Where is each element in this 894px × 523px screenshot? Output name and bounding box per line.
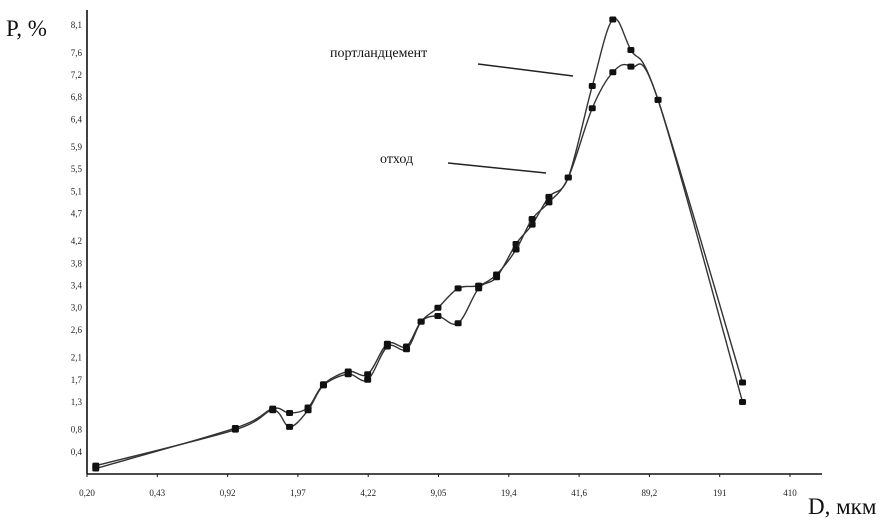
series-2-point xyxy=(319,382,327,389)
y-tick-label: 0,4 xyxy=(71,447,83,457)
y-tick-label: 3,4 xyxy=(71,281,83,291)
series-1-point xyxy=(434,313,442,320)
series-2-point xyxy=(344,371,352,378)
series-2-point xyxy=(454,285,462,292)
series-1-point xyxy=(545,193,553,200)
series-2-point xyxy=(739,398,747,405)
y-tick-label: 3,0 xyxy=(71,303,83,313)
x-tick-label: 41,6 xyxy=(571,488,587,498)
series-2-point xyxy=(564,174,572,181)
x-tick-label: 19,4 xyxy=(501,488,517,498)
y-tick-label: 7,6 xyxy=(71,48,83,58)
y-tick-label: 6,8 xyxy=(71,92,83,102)
series-2-point xyxy=(512,246,520,253)
series-2-point xyxy=(588,105,596,112)
series-2-point xyxy=(528,216,536,223)
series-2-point xyxy=(609,69,617,76)
series-2-point xyxy=(383,343,391,350)
y-tick-label: 2,1 xyxy=(71,353,82,363)
y-tick-label: 0,8 xyxy=(71,425,83,435)
series-1-point xyxy=(454,320,462,327)
series-2-point xyxy=(654,96,662,103)
series-1-point xyxy=(286,410,294,417)
y-tick-label: 5,1 xyxy=(71,186,82,196)
y-tick-label: 5,9 xyxy=(71,142,83,152)
x-axis-title: D, мкм xyxy=(808,494,877,519)
y-tick-label: 8,1 xyxy=(71,20,82,30)
y-tick-label: 2,6 xyxy=(71,325,83,335)
annotation-leader-portlandcement xyxy=(477,63,574,77)
x-tick-label: 0,20 xyxy=(79,488,95,498)
y-tick-label: 1,7 xyxy=(71,375,83,385)
x-tick-label: 0,43 xyxy=(149,488,165,498)
y-tick-label: 4,7 xyxy=(71,209,83,219)
series-line-2 xyxy=(95,63,744,467)
y-tick-label: 7,2 xyxy=(71,70,82,80)
annotations: портландцемент отход xyxy=(330,46,574,174)
x-tick-labels: 0,20 0,43 0,92 1,97 4,22 9,05 19,4 41,6 89,2 191 4… xyxy=(79,474,797,498)
series-line-1 xyxy=(95,17,744,470)
series-2-point xyxy=(364,376,372,383)
annotation-waste: отход xyxy=(380,152,413,167)
y-tick-label: 1,3 xyxy=(71,397,83,407)
y-tick-label: 4,2 xyxy=(71,236,82,246)
x-tick-label: 191 xyxy=(713,488,727,498)
series-2-point xyxy=(475,282,483,289)
axes xyxy=(86,10,822,475)
x-tick-label: 9,05 xyxy=(431,488,447,498)
series-2-point xyxy=(403,346,411,353)
series-1-point xyxy=(627,47,635,54)
x-tick-label: 0,92 xyxy=(220,488,236,498)
y-tick-label: 6,4 xyxy=(71,114,83,124)
series-2-point xyxy=(92,462,100,469)
x-tick-label: 4,22 xyxy=(360,488,376,498)
series-1-point xyxy=(739,379,747,386)
annotation-portlandcement: портландцемент xyxy=(330,46,427,61)
series-2-point xyxy=(545,199,553,206)
x-tick-label: 410 xyxy=(783,488,797,498)
series-layer xyxy=(92,16,747,472)
series-2-point xyxy=(304,407,312,414)
series-2-point xyxy=(417,318,425,325)
series-2-point xyxy=(493,271,501,278)
series-2-point xyxy=(286,423,294,430)
y-axis-title: P, % xyxy=(6,16,47,41)
x-tick-label: 1,97 xyxy=(290,488,306,498)
series-1-point xyxy=(364,371,372,378)
series-1-point xyxy=(588,83,596,90)
series-2-point xyxy=(434,304,442,311)
y-tick-label: 3,8 xyxy=(71,258,83,268)
x-tick-label: 89,2 xyxy=(642,488,658,498)
series-2-point xyxy=(627,63,635,70)
series-2-point xyxy=(231,426,239,433)
series-1-point xyxy=(609,16,617,23)
series-2-point xyxy=(269,407,277,414)
y-tick-label: 5,5 xyxy=(71,164,83,174)
y-tick-labels: 8,1 7,6 7,2 6,8 6,4 5,9 5,5 5,1 4,7 4,2 3,8 3,4 3,0 2… xyxy=(71,20,83,457)
annotation-leader-waste xyxy=(447,162,547,174)
